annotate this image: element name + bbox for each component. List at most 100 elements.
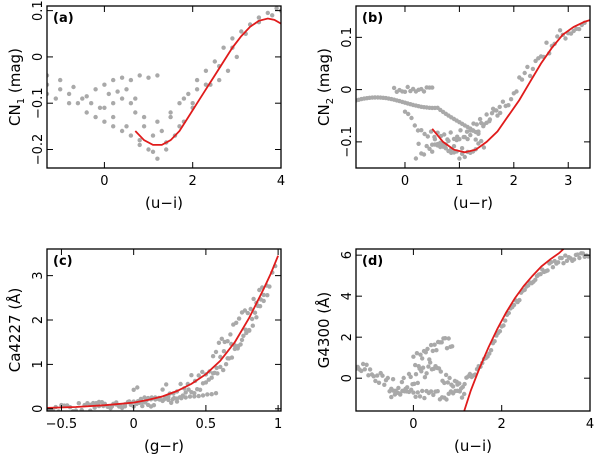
data-point [451,144,457,149]
data-point [428,389,434,394]
data-point [462,154,467,160]
data-point [89,101,94,106]
data-point [141,124,147,129]
data-point [563,36,568,41]
data-point [371,374,376,379]
data-point [431,392,436,398]
y-tick-label: 4 [340,292,355,300]
data-point [250,323,255,328]
x-tick-label: 3 [564,174,572,189]
data-point [413,394,418,399]
data-point [446,336,451,341]
data-point [490,106,496,112]
scatter-points [356,251,590,402]
data-point [406,111,411,117]
data-point [241,333,246,338]
data-point [80,96,85,101]
data-point [248,306,253,312]
data-point [408,374,413,380]
data-point [445,137,450,142]
data-point [257,304,263,309]
data-point [538,271,543,277]
panel-tag: (d) [362,254,383,269]
data-point [160,387,165,392]
data-point [432,342,437,347]
data-point [494,108,499,113]
data-point [192,391,197,396]
data-point [186,387,191,392]
data-point [236,343,241,349]
data-point [530,66,536,72]
data-point [402,109,408,114]
data-point [488,348,494,353]
data-point [194,77,200,83]
data-point [422,395,427,401]
data-point [497,104,502,110]
data-point [210,371,216,376]
data-point [93,114,98,120]
y-tick-label: −0.1 [31,87,46,119]
data-point [413,372,419,377]
data-point [514,89,519,94]
data-point [419,369,424,374]
y-axis-label-main: Ca4227 (Å) [5,288,24,373]
x-tick-label: 0 [401,174,409,189]
data-point [443,372,449,378]
y-axis-label-main: CN [6,104,24,126]
data-point [115,89,120,94]
data-point [442,380,447,386]
data-point [128,77,134,83]
data-point [481,124,486,129]
data-point [436,366,442,371]
data-point [135,385,140,390]
data-point [178,381,183,387]
data-point [557,28,563,33]
data-point [415,390,420,395]
data-point [141,114,147,120]
data-point [430,85,435,90]
data-point [390,377,396,382]
y-tick-label: 0.1 [340,27,355,48]
y-axis-label: G4300 (Å) [314,292,333,369]
data-point [164,382,169,387]
x-tick-label: 2 [498,417,506,432]
data-point [111,101,116,106]
plot-frame [355,248,591,412]
data-point [196,393,201,399]
data-point [405,385,410,390]
data-point [477,116,483,122]
data-point [577,255,582,261]
y-axis-label: Ca4227 (Å) [5,288,24,373]
data-point [239,337,245,343]
data-point [236,316,242,321]
data-point [245,310,250,316]
data-point [243,327,248,332]
data-point [209,375,214,380]
data-point [425,134,430,139]
data-point [254,315,259,320]
data-point [459,395,465,400]
data-point [124,87,129,92]
data-point [214,365,219,371]
data-point [389,394,394,400]
data-point [450,384,456,389]
data-point [559,255,564,261]
data-point [576,26,582,32]
y-tick-label: 6 [340,251,355,259]
data-point [234,320,239,325]
data-point [411,354,416,359]
data-point [229,355,235,360]
data-point [422,131,427,137]
data-point [544,40,549,45]
data-point [131,387,136,392]
data-point [360,361,366,367]
y-tick-label: 0 [340,374,355,382]
data-point [265,293,270,298]
data-point [500,99,506,104]
data-point [443,146,448,151]
data-point [150,149,156,154]
data-point [150,133,156,138]
data-point [256,15,262,20]
data-point [189,373,194,378]
data-point [455,134,460,139]
